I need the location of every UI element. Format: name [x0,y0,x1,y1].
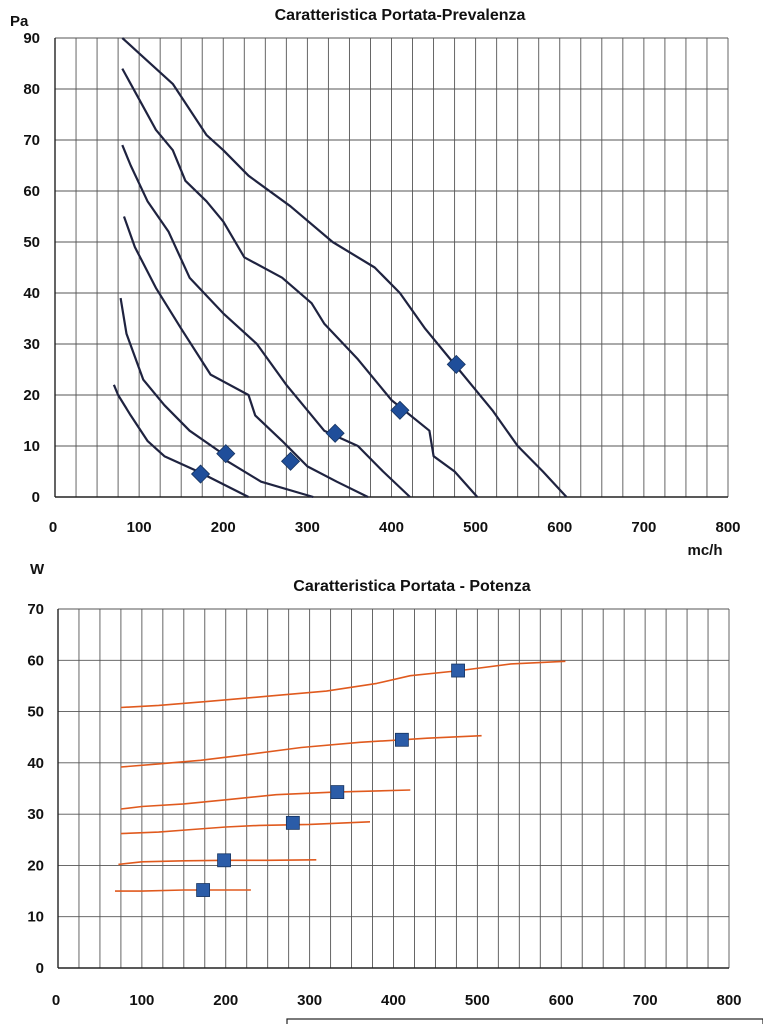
y-tick-label: 70 [23,132,40,149]
x-tick-label: 700 [631,519,656,536]
series-line-6 [121,37,568,498]
x-tick-label: 700 [633,992,658,1009]
y-tick-label: 30 [27,806,44,823]
x-tick-label: 300 [295,519,320,536]
series-line-2 [118,859,317,866]
chart-power-ylabel: W [30,561,45,578]
chart-pressure-xlabel: mc/h [687,542,722,559]
series-line-2 [119,297,314,499]
y-tick-label: 20 [23,387,40,404]
chart-power-ticks: 0 100 200 300 400 500 600 700 800 0 10 20 30 40 50 60 70 [27,601,741,1009]
footer-box [286,1018,763,1024]
x-tick-label: 200 [211,519,236,536]
series-line-4 [121,144,411,498]
chart-pressure-series [112,37,568,499]
series-marker-6 [446,354,466,374]
series-line-6 [120,660,566,709]
y-tick-label: 10 [23,438,40,455]
y-tick-label: 20 [27,857,44,874]
chart-power: Caratteristica Portata - Potenza W 0 100 2… [27,561,741,1009]
series-marker-4 [330,785,345,799]
y-tick-label: 40 [27,755,44,772]
chart-power-grid [57,608,730,969]
series-marker-5 [394,732,409,747]
x-tick-label: 600 [547,519,572,536]
series-marker-5 [390,400,410,420]
x-tick-label: 400 [381,992,406,1009]
x-tick-label: 800 [716,992,741,1009]
x-tick-label: 300 [297,992,322,1009]
series-marker-1 [196,883,211,897]
series-marker-2 [216,444,236,464]
x-tick-label: 800 [715,519,740,536]
y-tick-label: 30 [23,336,40,353]
series-marker-2 [217,853,231,868]
chart-pressure-ticks: 0 100 200 300 400 500 600 700 800 0 10 20 30 40 50 60 70… [23,30,740,536]
series-line-1 [115,889,251,892]
y-tick-label: 60 [23,183,40,200]
y-tick-label: 50 [23,234,40,251]
chart-pressure-title: Caratteristica Portata-Prevalenza [275,7,526,24]
series-marker-3 [285,815,300,830]
chart-power-series [115,660,566,897]
chart-power-title: Caratteristica Portata - Potenza [293,578,531,595]
chart-pressure-ylabel: Pa [10,13,29,30]
x-tick-label: 400 [379,519,404,536]
x-tick-label: 500 [463,519,488,536]
y-tick-label: 0 [36,960,44,977]
chart-pressure-grid [54,37,729,498]
x-tick-label: 0 [49,519,57,536]
y-tick-label: 0 [32,489,40,506]
x-tick-label: 600 [549,992,574,1009]
y-tick-label: 90 [23,30,40,47]
series-marker-1 [190,464,211,484]
series-line-4 [120,789,411,810]
series-line-3 [122,216,369,498]
series-marker-6 [451,663,465,678]
x-tick-label: 500 [465,992,490,1009]
y-tick-label: 70 [27,601,44,618]
series-line-3 [120,821,371,835]
series-marker-3 [280,451,301,471]
y-tick-label: 60 [27,652,44,669]
x-tick-label: 100 [127,519,152,536]
x-tick-label: 200 [213,992,238,1009]
y-tick-label: 10 [27,909,44,926]
series-line-5 [120,734,482,768]
series-line-5 [121,68,479,498]
y-tick-label: 40 [23,285,40,302]
chart-pressure: Caratteristica Portata-Prevalenza Pa mc/… [10,7,741,559]
x-tick-label: 0 [52,992,60,1009]
y-tick-label: 50 [27,704,44,721]
y-tick-label: 80 [23,81,40,98]
x-tick-label: 100 [129,992,154,1009]
series-marker-4 [325,423,345,443]
